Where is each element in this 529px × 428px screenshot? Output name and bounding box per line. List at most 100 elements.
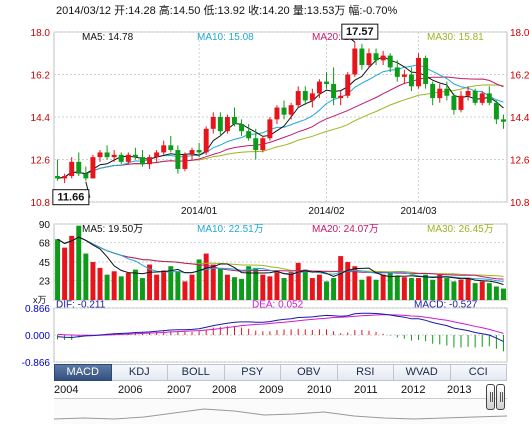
y-tick-label: 16.2 [31, 71, 51, 82]
y-tick-label: 0.000 [25, 331, 50, 342]
tab-boll[interactable]: BOLL [168, 364, 225, 381]
candle-body [55, 176, 61, 179]
range-handle-left[interactable] [486, 384, 495, 410]
timeline-navigator[interactable] [54, 398, 507, 424]
candle-body [352, 48, 358, 75]
legend-entry: MA5: 19.50万 [82, 224, 143, 235]
volume-bar [182, 281, 188, 300]
volume-bar [302, 269, 308, 300]
candle-body [423, 57, 429, 84]
volume-bar [500, 288, 506, 300]
legend-entry: MA30: 15.81 [427, 32, 484, 43]
volume-bar [267, 276, 273, 300]
candle-body [217, 117, 223, 132]
candle-body [232, 117, 237, 125]
header-volume: 量:13.53万 [292, 5, 346, 17]
y-tick-label-right: 16.2 [510, 71, 529, 82]
volume-bar [139, 278, 145, 300]
candle-body [267, 119, 273, 139]
tab-cci[interactable]: CCI [450, 364, 507, 381]
candle-body [394, 67, 400, 77]
candle-body [239, 124, 245, 132]
candle-body [458, 95, 464, 110]
annotation-label: 11.66 [57, 192, 84, 204]
year-label: 2011 [354, 384, 378, 396]
volume-bar [288, 272, 294, 300]
volume-bar [210, 264, 216, 300]
candle-body [83, 173, 89, 179]
ohlc-summary: 2014/03/12 开:14.28 高:14.50 低:13.92 收:14.… [56, 2, 397, 18]
candle-body [302, 91, 308, 101]
volume-bar [458, 279, 464, 300]
x-tick-label: 2014/02 [308, 206, 345, 217]
candle-body [408, 74, 414, 87]
y-tick-label: 14.4 [31, 113, 51, 124]
volume-bar [203, 253, 209, 300]
y-tick-label-right: 12.6 [510, 156, 529, 167]
range-handle-right[interactable] [496, 384, 505, 410]
volume-bar [416, 278, 422, 300]
candle-body [444, 88, 450, 96]
candle-body [380, 55, 386, 61]
y-tick-label: 23 [39, 277, 51, 288]
legend-entry: MA20: 15.73 [312, 32, 369, 43]
price-ma5-line [57, 56, 504, 179]
candle-body [479, 93, 485, 103]
volume-bar [331, 278, 337, 300]
tab-rsi[interactable]: RSI [337, 364, 394, 381]
candle-body [62, 176, 68, 179]
y-tick-label: 10.8 [31, 198, 51, 209]
candle-body [161, 145, 167, 153]
volume-bar [437, 274, 443, 300]
volume-bar [423, 274, 429, 300]
legend-entry: MA20: 24.07万 [312, 224, 379, 235]
candle-body [359, 48, 365, 66]
candle-body [76, 161, 82, 174]
candle-body [338, 95, 344, 99]
y-tick-label: 12.6 [31, 156, 51, 167]
header-low: 低:13.92 [203, 5, 246, 17]
candle-body [366, 53, 372, 66]
volume-bar [196, 259, 202, 300]
legend-entry: MA5: 14.78 [82, 32, 134, 43]
volume-bar [472, 283, 478, 300]
volume-bar [217, 267, 223, 300]
tab-macd[interactable]: MACD [54, 364, 112, 381]
candle-body [260, 138, 266, 151]
year-label: 2004 [54, 384, 79, 396]
candle-body [316, 81, 322, 94]
volume-bar [394, 276, 400, 300]
candle-body [182, 154, 188, 169]
volume-bar [55, 239, 61, 300]
tab-psy[interactable]: PSY [224, 364, 281, 381]
candle-body [196, 150, 202, 153]
candle-body [274, 107, 280, 120]
volume-bar [479, 281, 485, 300]
volume-bar [444, 278, 450, 300]
tab-obv[interactable]: OBV [281, 364, 338, 381]
indicator-tabs: MACD KDJ BOLL PSY OBV RSI WVAD CCI [54, 364, 507, 381]
volume-bar [189, 274, 195, 300]
candle-body [324, 81, 329, 84]
year-label: 2013 [447, 384, 472, 396]
volume-bar [380, 274, 386, 300]
y-tick-label: 0.866 [25, 304, 50, 315]
legend-entry: MA10: 15.08 [197, 32, 254, 43]
volume-bar [69, 235, 75, 300]
candle-body [401, 74, 407, 77]
annotation-box [341, 23, 379, 40]
candle-body [331, 83, 337, 99]
annotation-label: 17.57 [346, 26, 374, 38]
x-tick-label: 2014/01 [181, 206, 218, 217]
candle-body [253, 138, 259, 151]
volume-bar [239, 278, 245, 300]
tab-kdj[interactable]: KDJ [111, 364, 168, 381]
volume-bar [97, 267, 103, 300]
volume-bar [253, 267, 259, 300]
volume-bar [104, 274, 110, 300]
legend-entry: DEA: 0.052 [252, 300, 304, 311]
legend-entry: DIF: -0.211 [56, 300, 106, 311]
volume-bar [147, 264, 153, 300]
volume-bar [274, 271, 280, 300]
tab-wvad[interactable]: WVAD [394, 364, 451, 381]
